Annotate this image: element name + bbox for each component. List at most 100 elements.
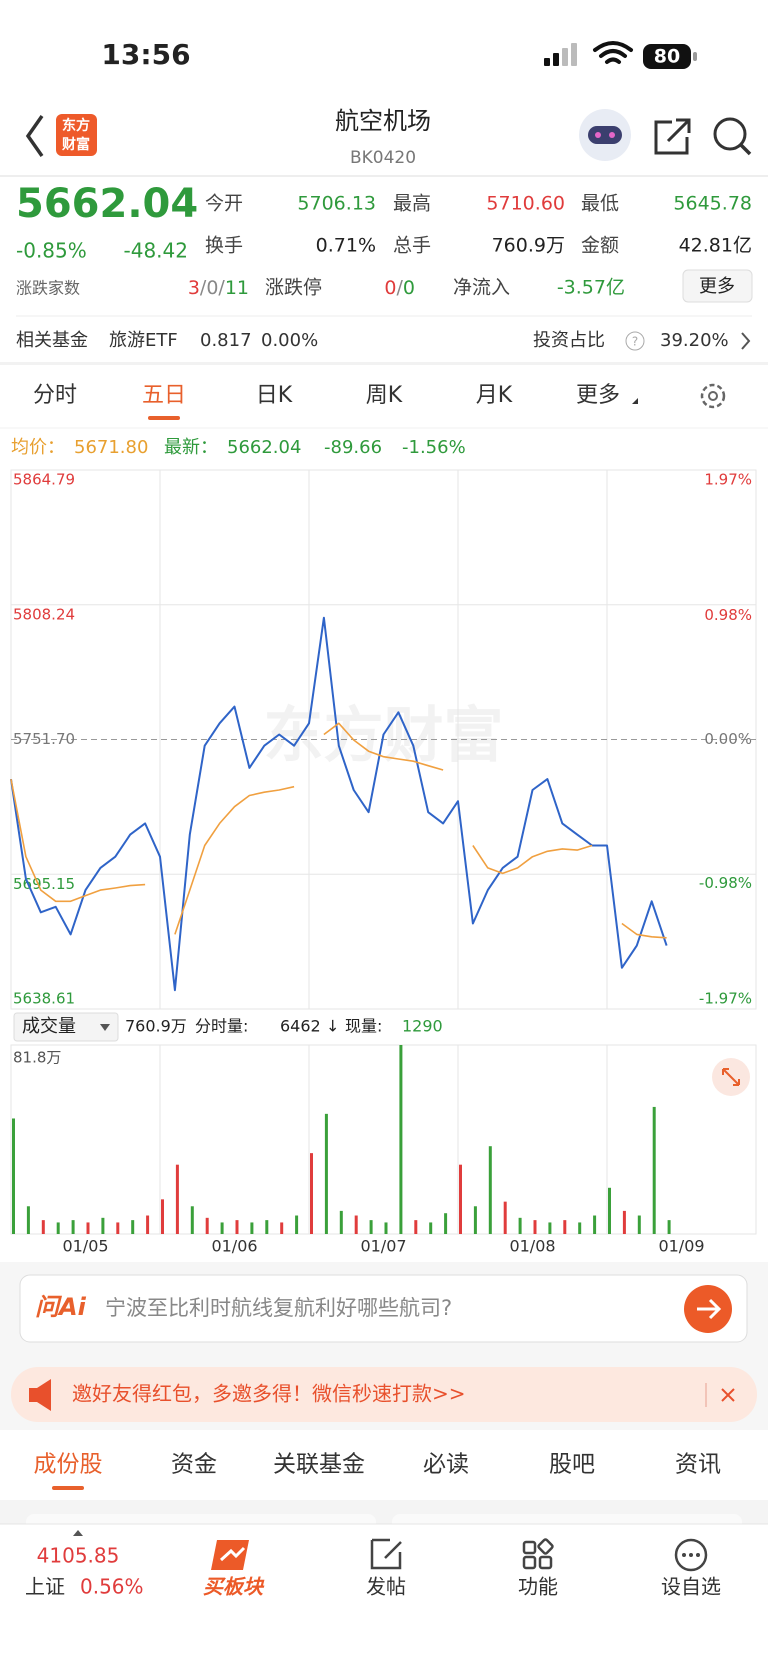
volume-bar [369,1220,373,1234]
collapse-arrow[interactable] [73,1530,83,1536]
more-button[interactable] [682,269,753,303]
volume-bar [637,1215,641,1234]
stat-value: 760.9万 [492,235,565,257]
price-line [10,616,668,992]
more-caret [632,398,638,404]
nav-item[interactable]: 发帖 [366,1575,406,1599]
netflow-label: 净流入 [453,277,510,299]
battery-level: 80 [654,46,680,68]
volume-chart: 81.8万 01/05 01/06 01/07 01/08 01/09 [10,1044,757,1256]
stat-value: 5706.13 [297,193,376,215]
volume-bar [414,1220,418,1234]
y2-tick-label: -1.97% [699,990,752,1008]
chart-tab[interactable]: 分时 [33,383,77,408]
volume-bar [12,1118,15,1234]
volume-bar [608,1187,611,1234]
stat-value: 5710.60 [486,193,565,215]
y-tick-label: 81.8万 [13,1049,61,1067]
section-tab[interactable]: 股吧 [549,1452,595,1478]
help-glyph: ? [632,335,638,349]
stat-value: 42.81亿 [679,235,752,257]
volume-bar [533,1220,537,1234]
stat-label: 总手 [393,235,431,257]
sector-code: BK0420 [350,148,416,168]
section-tab[interactable]: 资讯 [675,1452,721,1478]
post-icon [370,1538,402,1570]
chart-tab[interactable]: 周K [366,383,403,408]
battery-tip [693,52,697,61]
chart-tab[interactable]: 五日 [142,383,186,408]
volume-bar [459,1164,462,1234]
volume-bar [295,1215,299,1234]
volume-frame [10,1044,757,1235]
share-button[interactable] [654,118,691,155]
buy-sector-icon[interactable] [211,1540,249,1570]
app-logo [56,114,97,156]
bottom-nav [0,1524,768,1669]
limit-down: 0 [403,277,415,299]
status-time: 13:56 [101,38,190,71]
chart-tab[interactable]: 更多 [576,383,620,408]
back-button[interactable] [25,114,44,158]
banner-text: 邀好友得红包，多邀多得！微信秒速打款>> [72,1382,466,1406]
megaphone-icon [29,1379,51,1411]
ratio: 39.20% [660,330,729,351]
volume-bar [131,1220,135,1234]
signal-icon [544,43,577,66]
volume-bar [339,1210,343,1234]
page-title: 航空机场 [335,107,431,135]
volume-bar [161,1199,164,1234]
chart-tab[interactable]: 月K [476,383,513,408]
promo-banner[interactable] [11,1367,757,1422]
section-tab[interactable]: 关联基金 [273,1452,365,1478]
latest-change: -89.66 [324,437,382,458]
nav-item[interactable]: 买板块 [203,1575,265,1599]
stat-label: 最低 [581,193,619,215]
fund-name[interactable]: 旅游ETF [109,330,178,351]
arrow-icon [697,1298,722,1320]
ai-search-box[interactable] [19,1274,748,1343]
chart-tab[interactable]: 日K [256,383,293,408]
watchlist-icon [674,1538,708,1572]
logo-text: 东方 [62,117,90,134]
help-icon[interactable] [625,331,645,351]
volume-bar [384,1222,388,1234]
volume-bar [41,1220,45,1234]
indicator-selector[interactable] [13,1012,119,1042]
logo-text: 财富 [61,136,90,153]
section-tab[interactable]: 成份股 [34,1452,103,1478]
y-tick-label: 5864.79 [13,471,75,489]
search-button[interactable] [713,117,747,151]
settings-button[interactable] [700,383,726,409]
volume-bar [190,1206,194,1234]
period-volume: 6462 [280,1017,321,1036]
ai-brand: 问Ai [35,1293,87,1321]
ratio-label: 投资占比 [533,330,605,351]
stat-value: 0.71% [316,235,376,257]
x-tick-label: 01/08 [509,1237,555,1256]
divider [0,362,768,365]
volume-bar [324,1113,328,1234]
section-tab[interactable]: 必读 [423,1452,469,1478]
price-chart: 东方财富5864.795808.245751.705695.155638.611… [10,469,757,1010]
volume-bar [265,1220,269,1234]
volume-bar [116,1222,120,1234]
stat-label: 换手 [205,235,243,257]
nav-item[interactable]: 功能 [518,1575,558,1599]
limit-up: 0 [384,277,396,299]
avg-label: 均价： [11,437,65,458]
up-count: 3 [188,277,200,299]
volume-bar [563,1220,567,1234]
stat-label: 今开 [205,193,243,215]
avatar-eye [595,132,601,138]
section-tab[interactable]: 资金 [171,1452,217,1478]
y2-tick-label: -0.98% [699,874,752,892]
y2-tick-label: 1.97% [704,471,752,489]
fund-label: 相关基金 [16,330,88,351]
banner-close[interactable] [721,1388,735,1402]
x-tick-label: 01/05 [62,1237,108,1256]
nav-item[interactable]: 设自选 [661,1575,721,1599]
y2-tick-label: 0.00% [704,730,752,748]
